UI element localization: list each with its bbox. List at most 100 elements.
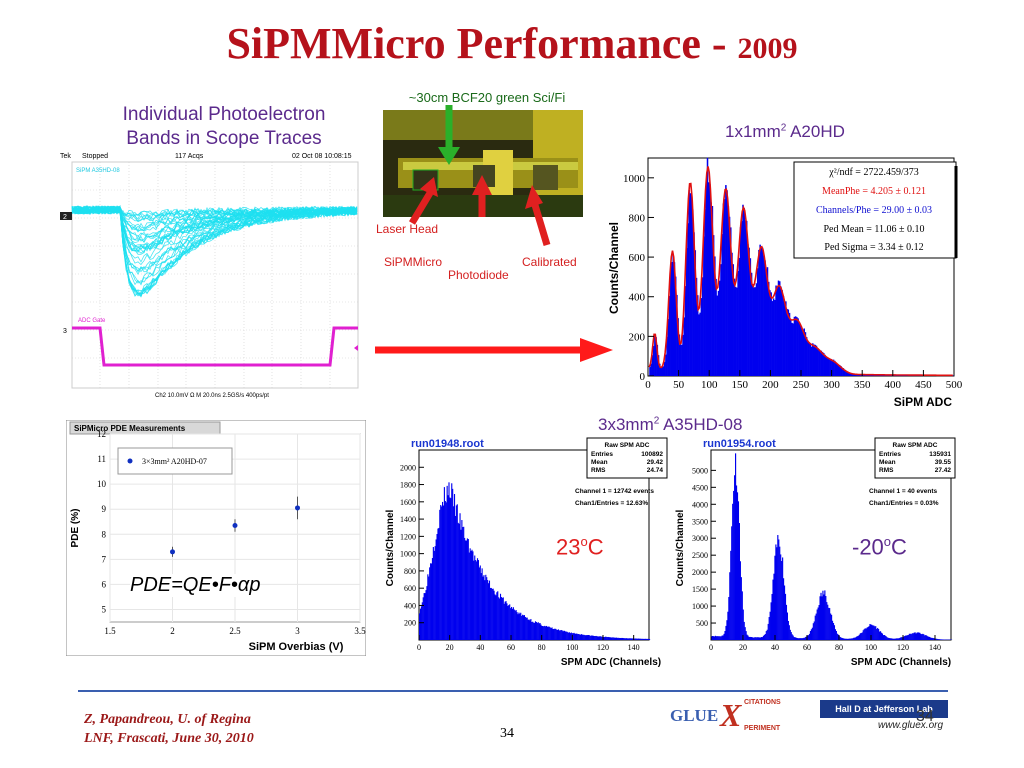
- hist1-bar: [780, 286, 782, 376]
- hist1-stat-pedmean: Ped Mean = 11.06 ± 0.10: [823, 224, 924, 235]
- h2-bar: [443, 487, 445, 640]
- hist1-bar: [765, 269, 768, 376]
- hist1-bar: [781, 290, 783, 376]
- h3-bar: [926, 635, 928, 640]
- h2-bar: [590, 635, 592, 640]
- h2-bar: [624, 638, 626, 640]
- h2-bar: [576, 633, 578, 640]
- h3-bar: [855, 637, 857, 640]
- hist1-bar: [831, 359, 834, 376]
- h2-bar: [438, 527, 440, 640]
- h3-bar: [757, 637, 759, 640]
- h2-ytick-label: 1400: [400, 515, 416, 524]
- hist1-bar: [731, 252, 733, 376]
- h3-bar: [929, 637, 932, 640]
- h3-bar: [744, 627, 746, 640]
- hist1-bar: [851, 373, 853, 376]
- h2-bar: [641, 638, 643, 640]
- hist3-temp-unit-o: o: [883, 534, 892, 549]
- hist1-bar: [786, 308, 788, 376]
- h2-bar: [519, 613, 521, 640]
- hist1-bar: [835, 363, 837, 376]
- h2-bar: [621, 637, 623, 640]
- h3-bar: [785, 604, 788, 640]
- h3-bar: [790, 632, 792, 640]
- h3-bar: [912, 633, 914, 640]
- h3-bar: [733, 490, 735, 640]
- h3-bar: [789, 629, 791, 640]
- h2-bar: [570, 632, 572, 640]
- h3-stat-value: 135931: [929, 451, 951, 458]
- hist1-xticks: 0 50 100 150 200 250 300 350 400 450 500: [645, 370, 963, 391]
- h2-bar: [468, 552, 470, 640]
- hist1-bar: [667, 319, 670, 376]
- scope-caption: Individual Photoelectron Bands in Scope …: [84, 103, 364, 151]
- h3-bar: [813, 621, 815, 640]
- h2-bar: [548, 626, 550, 640]
- h2-bar: [528, 619, 530, 640]
- h2-bar: [437, 528, 439, 640]
- h3-bar: [833, 625, 836, 640]
- h3-bar: [755, 637, 757, 640]
- h3-bar: [814, 615, 816, 640]
- h2-bar: [605, 636, 607, 640]
- h2-bar: [550, 628, 552, 640]
- h2-xtick-label: 20: [446, 643, 454, 652]
- hist1-stat-meanphe: MeanPhe = 4.205 ± 0.121: [822, 186, 926, 197]
- h2-ytick-label: 800: [404, 567, 416, 576]
- h3-bar: [822, 590, 824, 640]
- h3-bar: [864, 628, 866, 640]
- h3-xtick-label: 40: [771, 643, 779, 652]
- h2-bar: [456, 504, 458, 640]
- fiber-label: ~30cm BCF20 green Sci/Fi: [408, 90, 566, 105]
- scope-caption-line2: Bands in Scope Traces: [126, 128, 322, 149]
- h2-bar: [472, 551, 474, 640]
- h2-bar: [475, 560, 477, 640]
- h3-bar: [869, 624, 871, 640]
- h3-bar: [889, 638, 891, 640]
- h3-ytick-label: 1500: [692, 585, 708, 594]
- h3-bar: [851, 638, 853, 640]
- hist1-bar: [759, 244, 761, 376]
- hist1-bar: [709, 184, 711, 376]
- h3-bar: [764, 634, 766, 640]
- h2-stat-key: Entries: [591, 451, 613, 458]
- h2-bar: [536, 622, 538, 640]
- h3-bar: [775, 544, 777, 640]
- pde-ytick-label: 10: [97, 479, 107, 489]
- h2-bar: [632, 638, 634, 640]
- hist3-stats: Entries 135931 Mean 39.55 RMS 27.42: [879, 451, 951, 474]
- hist1-xtick-label: 300: [823, 379, 840, 391]
- h3-ytick-label: 2500: [692, 551, 708, 560]
- h3-bar: [760, 637, 763, 640]
- h3-bar: [846, 638, 848, 640]
- h3-bar: [713, 636, 716, 640]
- h2-bar: [645, 638, 647, 640]
- hist1-bar: [775, 285, 777, 376]
- h2-bar: [545, 626, 547, 640]
- hist1-bar: [659, 363, 661, 376]
- h3-bar: [834, 629, 836, 640]
- h2-bar: [517, 614, 519, 640]
- hist3-ylabel: Counts/Channel: [675, 509, 686, 586]
- h2-ytick-label: 1600: [400, 498, 416, 507]
- pde-point: [295, 505, 300, 511]
- h2-bar: [455, 505, 457, 640]
- h3-xtick-label: 20: [739, 643, 747, 652]
- h2-bar: [582, 634, 584, 640]
- hist1-bar: [761, 247, 764, 376]
- h3-bar: [748, 636, 750, 640]
- h2-bar: [425, 590, 427, 640]
- h3-bar: [829, 608, 831, 640]
- hist1-bar: [777, 280, 780, 376]
- h3-bar: [809, 630, 812, 640]
- h2-bar: [513, 609, 515, 640]
- hist1-bar: [816, 349, 819, 376]
- h3-stat-key: Mean: [879, 459, 896, 466]
- h3-bar: [844, 638, 846, 640]
- h3-bar: [741, 591, 743, 640]
- hist1-bar: [737, 270, 739, 376]
- h2-xtick-label: 140: [628, 643, 640, 652]
- h3-bar: [903, 636, 906, 640]
- hist1-bar: [695, 277, 698, 376]
